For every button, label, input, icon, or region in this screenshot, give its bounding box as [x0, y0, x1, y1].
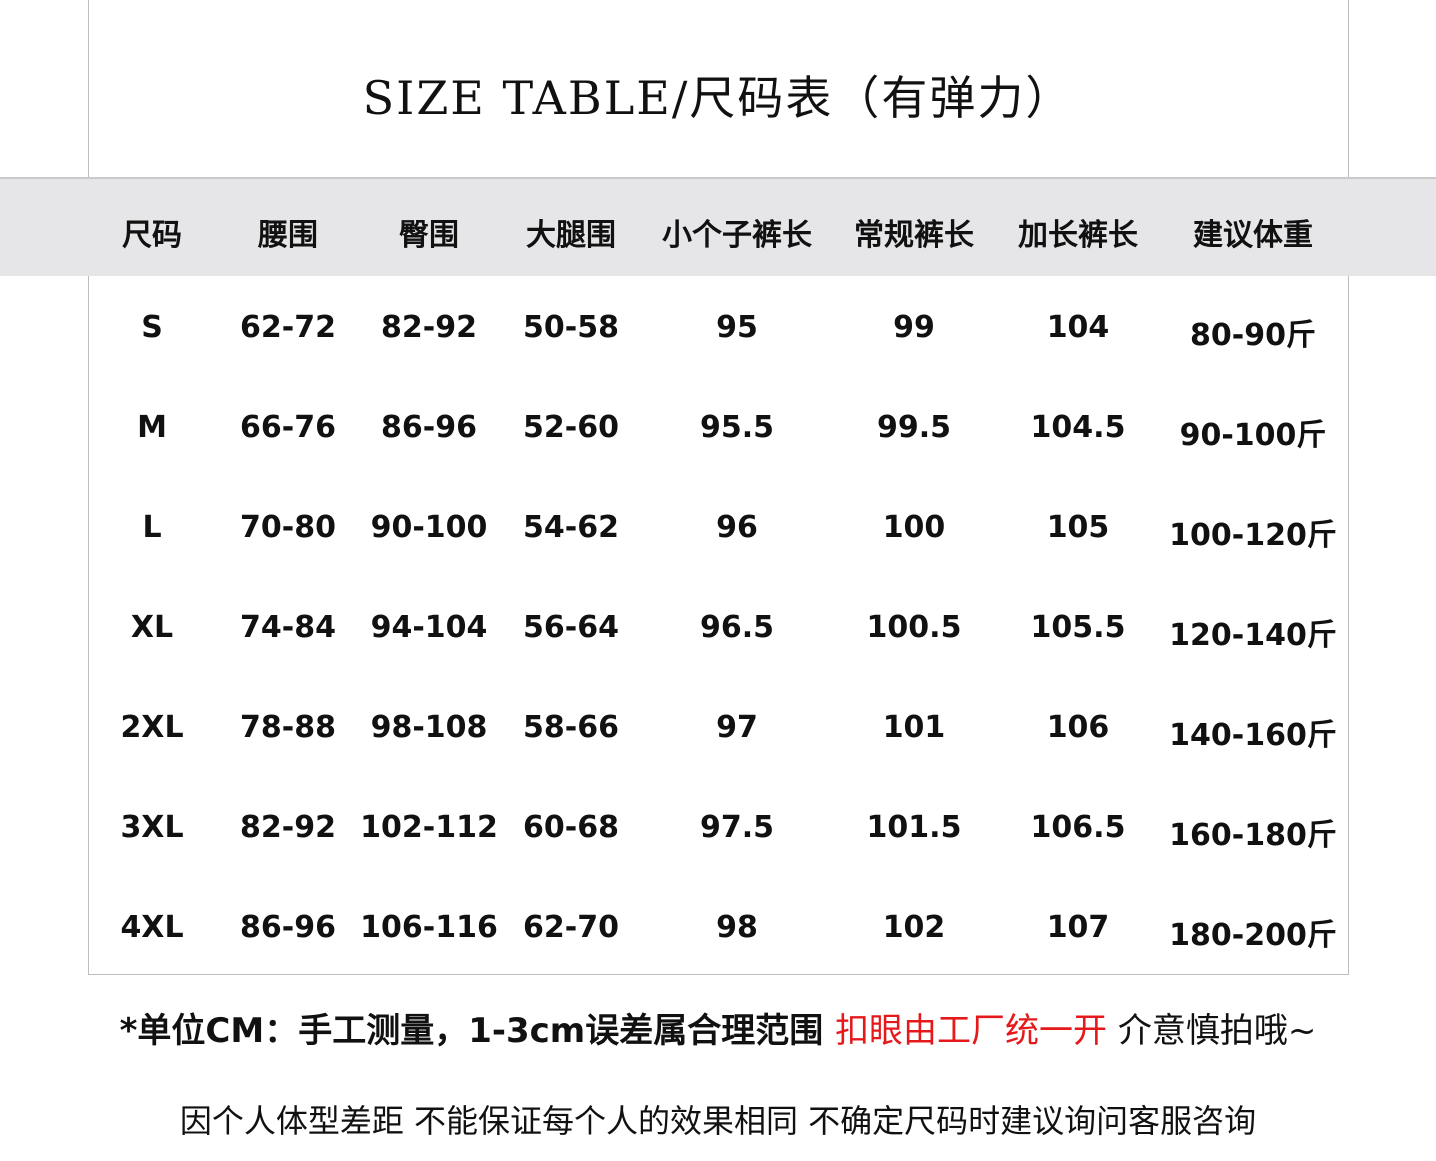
table-cell: 107 [1046, 910, 1110, 945]
table-cell: 100 [882, 510, 946, 545]
table-cell: 54-62 [523, 510, 619, 545]
table-row: 2XL 78-88 98-108 58-66 97 101 106 140-160斤 [0, 698, 1436, 798]
table-cell: 82-92 [240, 810, 336, 845]
table-row: S 62-72 82-92 50-58 95 99 104 80-90斤 [0, 298, 1436, 398]
measurement-note: *单位CM：手工测量，1-3cm误差属合理范围 扣眼由工厂统一开 介意慎拍哦~ [0, 1003, 1436, 1052]
table-cell: 97.5 [699, 810, 775, 845]
table-cell: 100-120斤 [1169, 518, 1337, 553]
table-cell: 60-68 [523, 810, 619, 845]
table-cell: 74-84 [240, 610, 336, 645]
table-cell: 78-88 [240, 710, 336, 745]
table-cell: 96 [716, 510, 758, 545]
table-cell: 62-70 [523, 910, 619, 945]
table-cell: 99.5 [876, 410, 952, 445]
table-cell: 94-104 [370, 610, 488, 645]
table-cell: 120-140斤 [1169, 618, 1337, 653]
column-header: 腰围 [258, 218, 318, 253]
table-cell: 52-60 [523, 410, 619, 445]
column-header: 尺码 [122, 218, 182, 253]
column-header: 常规裤长 [854, 218, 974, 253]
table-cell: 58-66 [523, 710, 619, 745]
column-header: 大腿围 [526, 218, 616, 253]
table-header-band [0, 177, 1436, 276]
column-header: 加长裤长 [1018, 218, 1138, 253]
table-cell: 106.5 [1030, 810, 1126, 845]
table-cell: 106-116 [360, 910, 498, 945]
table-cell: 140-160斤 [1169, 718, 1337, 753]
table-cell: 104.5 [1030, 410, 1126, 445]
table-cell: 97 [716, 710, 758, 745]
table-cell: 66-76 [240, 410, 336, 445]
table-cell: 62-72 [240, 310, 336, 345]
table-cell: 98 [716, 910, 758, 945]
table-cell: 180-200斤 [1169, 918, 1337, 953]
table-cell: 102-112 [360, 810, 498, 845]
table-cell: 50-58 [523, 310, 619, 345]
table-row: L 70-80 90-100 54-62 96 100 105 100-120斤 [0, 498, 1436, 598]
column-header: 建议体重 [1193, 218, 1313, 253]
table-cell: 105.5 [1030, 610, 1126, 645]
column-header: 小个子裤长 [662, 218, 812, 253]
table-cell: 80-90斤 [1190, 318, 1316, 353]
table-cell: 102 [882, 910, 946, 945]
table-row: 4XL 86-96 106-116 62-70 98 102 107 180-200斤 [0, 898, 1436, 998]
table-cell: XL [130, 610, 174, 645]
table-cell: 99 [893, 310, 935, 345]
table-cell: 86-96 [381, 410, 477, 445]
page-title: SIZE TABLE/尺码表（有弹力） [362, 71, 1074, 125]
fit-disclaimer: 因个人体型差距 不能保证每个人的效果相同 不确定尺码时建议询问客服咨询 [179, 1102, 1257, 1140]
table-cell: 3XL [120, 810, 184, 845]
table-cell: 96.5 [699, 610, 775, 645]
table-cell: 90-100斤 [1179, 418, 1327, 453]
table-cell: L [142, 510, 162, 545]
table-cell: 95.5 [699, 410, 775, 445]
table-cell: 2XL [120, 710, 184, 745]
table-cell: 105 [1046, 510, 1110, 545]
note-text-end: 介意慎拍哦~ [1107, 1011, 1317, 1051]
table-cell: 101 [882, 710, 946, 745]
note-text: *单位CM：手工测量，1-3cm误差属合理范围 [119, 1011, 836, 1051]
column-header: 臀围 [399, 218, 459, 253]
table-cell: 101.5 [866, 810, 962, 845]
table-cell: 160-180斤 [1169, 818, 1337, 853]
table-cell: S [141, 310, 163, 345]
table-row: M 66-76 86-96 52-60 95.5 99.5 104.5 90-100斤 [0, 398, 1436, 498]
table-cell: 95 [716, 310, 758, 345]
table-cell: 90-100 [370, 510, 488, 545]
note-highlight: 扣眼由工厂统一开 [835, 1011, 1108, 1051]
table-cell: 70-80 [240, 510, 336, 545]
table-cell: 56-64 [523, 610, 619, 645]
table-cell: 4XL [120, 910, 184, 945]
table-cell: 98-108 [370, 710, 488, 745]
table-cell: M [137, 410, 167, 445]
table-cell: 82-92 [381, 310, 477, 345]
table-cell: 86-96 [240, 910, 336, 945]
table-row: XL 74-84 94-104 56-64 96.5 100.5 105.5 120-140斤 [0, 598, 1436, 698]
table-cell: 106 [1046, 710, 1110, 745]
table-frame [88, 0, 1349, 975]
table-row: 3XL 82-92 102-112 60-68 97.5 101.5 106.5 160-18… [0, 798, 1436, 898]
table-cell: 100.5 [866, 610, 962, 645]
table-cell: 104 [1046, 310, 1110, 345]
